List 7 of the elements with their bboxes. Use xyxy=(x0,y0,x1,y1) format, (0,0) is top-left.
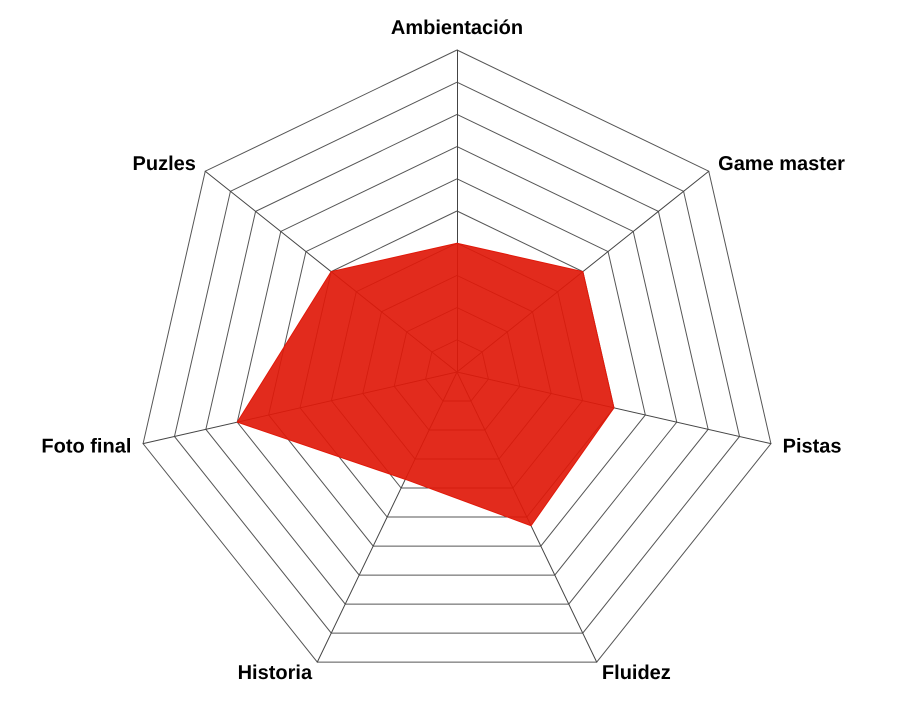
spoke-label: Game master xyxy=(718,152,846,175)
spoke-label: Fluidez xyxy=(602,662,671,684)
spoke-label: Ambientación xyxy=(390,17,524,39)
spoke-label: Historia xyxy=(238,662,313,684)
spoke-label: Puzles xyxy=(132,152,196,175)
spoke-label: Foto final xyxy=(41,435,132,458)
spoke-label: Pistas xyxy=(782,435,842,458)
